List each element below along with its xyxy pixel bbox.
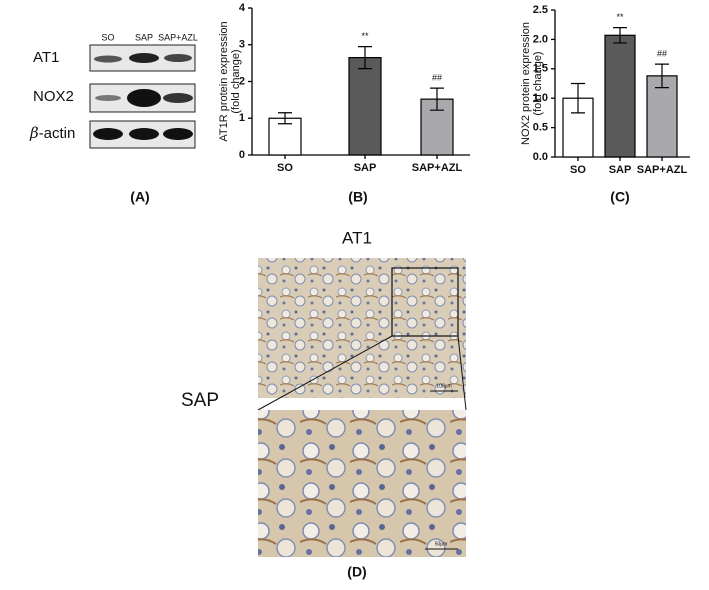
- inset-box: [391, 267, 459, 337]
- band: [127, 89, 161, 107]
- y-axis-label: NOX2 protein expression: [520, 22, 532, 145]
- x-tick-label: SAP: [354, 162, 377, 174]
- y-tick-label: 1.0: [533, 92, 548, 104]
- western-blot: SO SAP SAP+AZL AT1 NOX2 β-actin (A): [29, 32, 198, 204]
- band: [129, 128, 159, 140]
- error-bar: [571, 82, 585, 114]
- band: [164, 54, 192, 62]
- y-tick-label: 4: [239, 2, 246, 14]
- panel-label: (A): [130, 189, 149, 205]
- y-tick-label: 2.0: [533, 33, 548, 45]
- micrograph-zoom: [258, 410, 466, 557]
- significance: ##: [657, 48, 667, 58]
- row-label: AT1: [33, 49, 59, 66]
- row-label: NOX2: [33, 88, 74, 105]
- y-tick-label: 3: [239, 39, 245, 51]
- error-bar: [613, 27, 627, 44]
- y-tick-label: 2: [239, 75, 245, 87]
- band: [94, 55, 122, 63]
- error-bar: [655, 63, 669, 89]
- lane-label: SAP+AZL: [158, 32, 198, 42]
- histology: AT1 SAP 100μm 50μm (D): [181, 228, 467, 580]
- y-tick-label: 1.5: [533, 63, 548, 75]
- band: [163, 93, 193, 103]
- y-tick-label: 0: [239, 149, 245, 161]
- panel-label: (D): [347, 564, 366, 580]
- x-tick-label: SAP+AZL: [637, 164, 688, 176]
- bar: [348, 57, 382, 156]
- row-label: β-actin: [29, 124, 75, 142]
- y-axis-label: (fold change): [532, 51, 544, 115]
- zoom-line: [457, 335, 467, 411]
- scale-label: 50μm: [435, 541, 448, 547]
- band: [163, 128, 193, 140]
- error-bar: [358, 45, 372, 70]
- error-bar: [278, 112, 292, 125]
- panel-label: (C): [610, 189, 629, 205]
- x-tick-label: SO: [570, 164, 586, 176]
- error-bar: [430, 87, 444, 111]
- significance: ##: [432, 72, 442, 82]
- scale-label: 100μm: [436, 383, 451, 389]
- significance: **: [361, 31, 369, 41]
- y-tick-label: 0.5: [533, 122, 548, 134]
- histology-title: AT1: [342, 228, 372, 247]
- x-tick-label: SAP: [609, 164, 632, 176]
- band: [95, 95, 121, 101]
- zoom-line: [257, 335, 393, 411]
- bar: [604, 34, 636, 158]
- lane-label: SO: [101, 32, 114, 42]
- significance: **: [616, 12, 624, 22]
- band: [93, 128, 123, 140]
- band: [129, 53, 159, 63]
- y-tick-label: 2.5: [533, 4, 548, 16]
- x-tick-label: SAP+AZL: [412, 162, 463, 174]
- group-label: SAP: [181, 390, 219, 411]
- y-tick-label: 1: [239, 112, 245, 124]
- y-axis-label: AT1R protein expression: [218, 21, 230, 141]
- panel-label: (B): [348, 189, 367, 205]
- lane-label: SAP: [135, 32, 153, 42]
- y-tick-label: 0.0: [533, 151, 548, 163]
- micrograph: [258, 258, 466, 398]
- x-tick-label: SO: [277, 162, 293, 174]
- y-axis-label: (fold change): [230, 49, 242, 113]
